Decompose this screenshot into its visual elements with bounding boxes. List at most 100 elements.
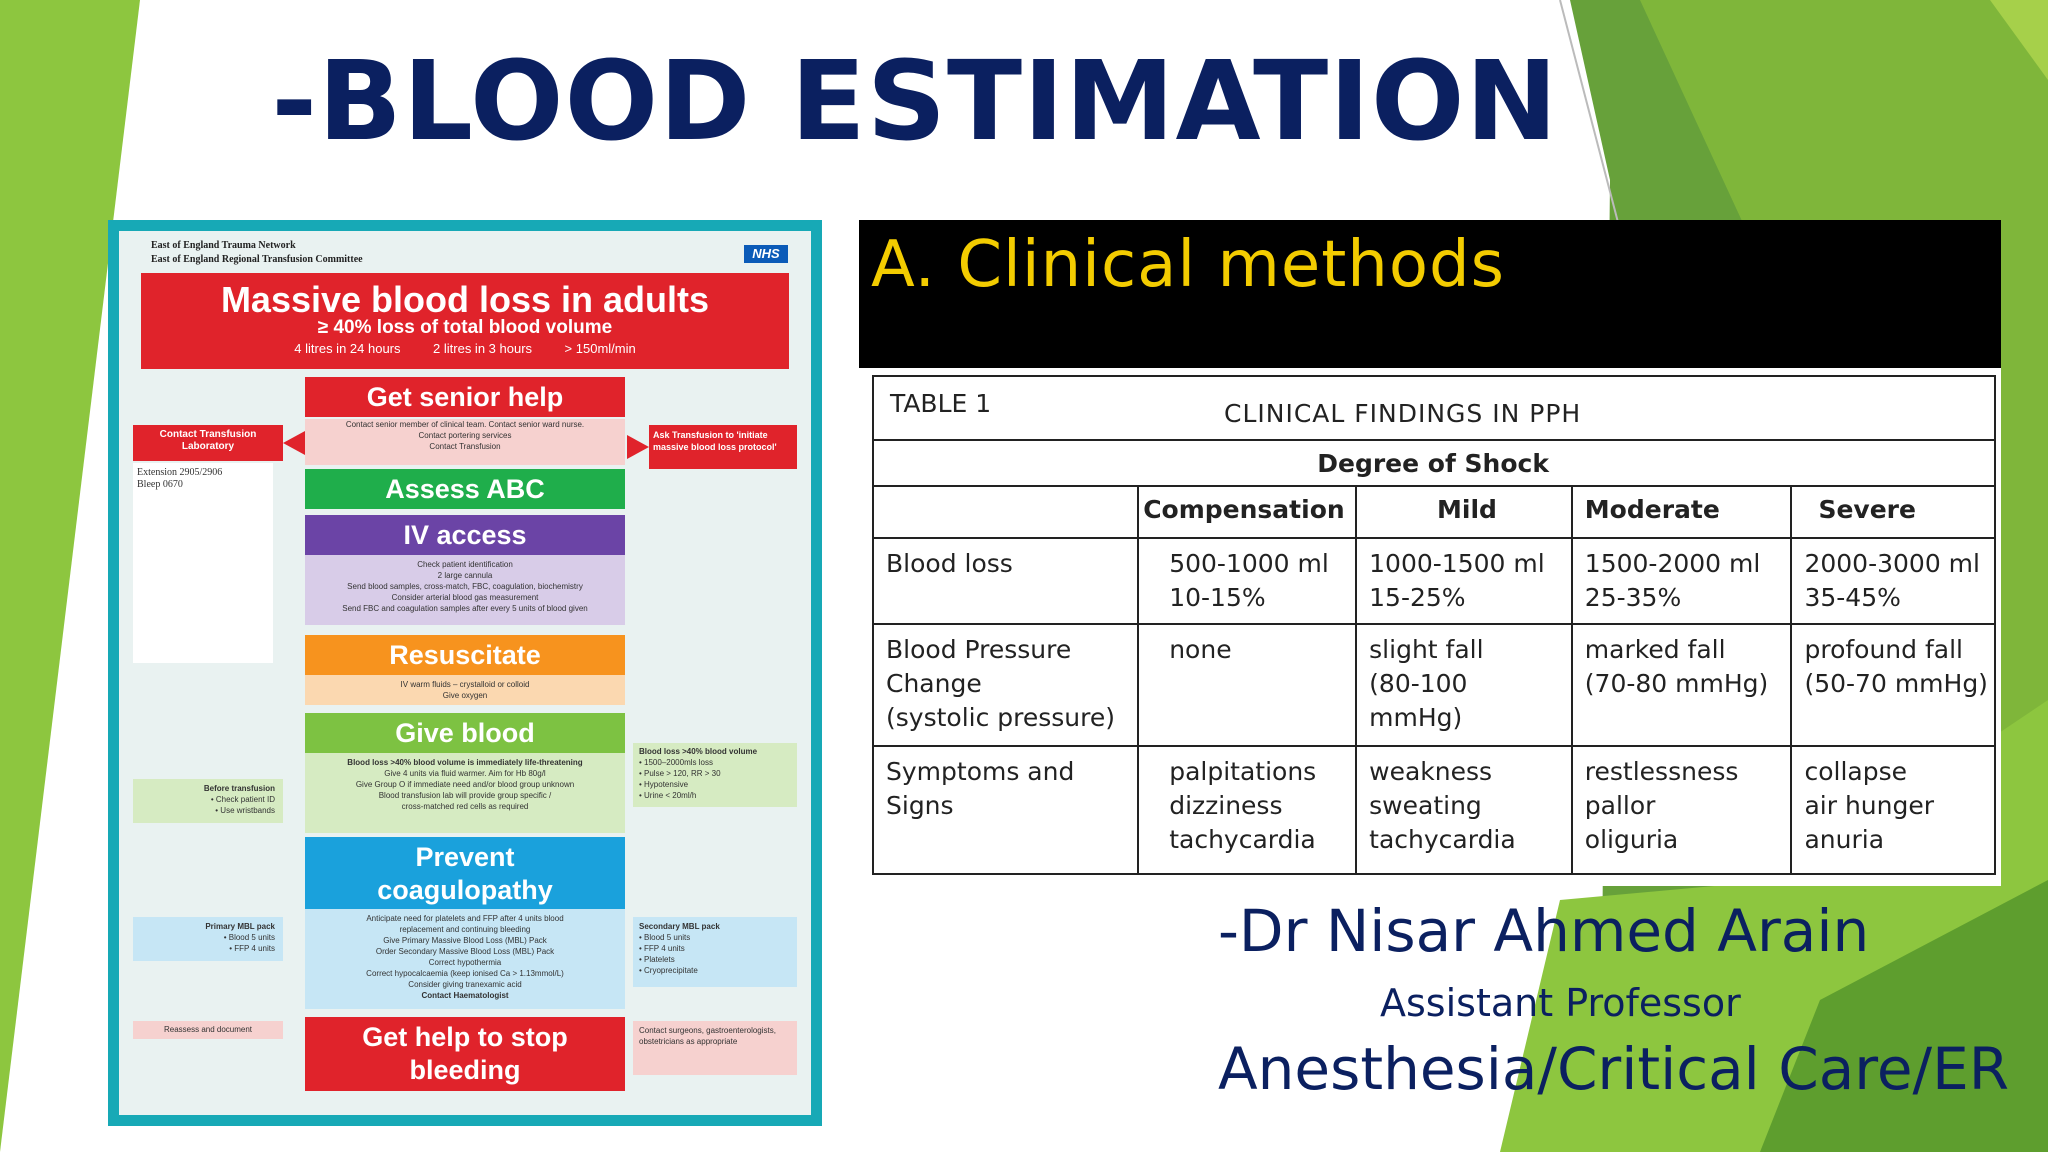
blank-cell <box>871 439 1139 487</box>
poster-header-line1: East of England Trauma Network <box>151 240 296 251</box>
row-label-line: (systolic pressure) <box>886 703 1116 732</box>
nhs-logo: NHS <box>744 245 788 263</box>
table-cell: profound fall (50-70 mmHg) <box>1790 623 1996 747</box>
gb-note1: Blood loss >40% blood volume is immediat… <box>347 758 583 767</box>
primary-1: • Blood 5 units <box>223 933 275 942</box>
cell-line: none <box>1169 635 1232 664</box>
cell-line: 35-45% <box>1804 583 1901 612</box>
poster-main-rates: 4 litres in 24 hours 2 litres in 3 hours… <box>141 341 789 356</box>
table-title-cell: TABLE 1 CLINICAL FINDINGS IN PPH <box>872 375 1996 441</box>
gb-note5: cross-matched red cells as required <box>401 802 529 811</box>
cell-line: weakness <box>1369 757 1493 786</box>
pc-note6: Correct hypocalcaemia (keep ionised Ca >… <box>366 969 564 978</box>
table-label: TABLE 1 <box>890 389 992 418</box>
author-role: Assistant Professor <box>1380 981 1741 1025</box>
poster-main-subtitle: ≥ 40% loss of total blood volume <box>317 317 613 338</box>
extension-panel: Extension 2905/2906 Bleep 0670 <box>133 463 273 663</box>
prevent-line2: coagulopathy <box>377 875 553 905</box>
cell-line: profound fall <box>1804 635 1963 664</box>
cell-line: 25-35% <box>1584 583 1682 612</box>
table-cell: none <box>1137 623 1358 747</box>
clinical-methods-header: A. Clinical methods <box>859 220 2001 368</box>
cell-line: air hunger <box>1804 791 1935 820</box>
blank-header-cell <box>871 485 1140 539</box>
before-transfusion-box: Before transfusion • Check patient ID • … <box>133 779 283 823</box>
table-cell: restlessness pallor oliguria <box>1570 745 1793 875</box>
massive-blood-loss-poster: East of England Trauma Network East of E… <box>108 220 822 1126</box>
table-cell: palpitations dizziness tachycardia <box>1137 745 1358 875</box>
contact-lab-box: Contact Transfusion Laboratory <box>133 425 283 461</box>
bl40-4: • Urine < 20ml/h <box>639 791 697 800</box>
arrow-left-icon <box>283 431 305 455</box>
bl40-title: Blood loss >40% blood volume <box>639 747 758 756</box>
resuscitate-notes: IV warm fluids – crystalloid or colloid … <box>305 675 625 705</box>
cell-line: 10-15% <box>1169 583 1266 612</box>
step-assess-abc: Assess ABC <box>305 469 625 509</box>
pc-note3: Give Primary Massive Blood Loss (MBL) Pa… <box>383 936 547 945</box>
contact-surgeons-box: Contact surgeons, gastroenterologists, o… <box>633 1021 797 1075</box>
cell-line: 1500-2000 ml <box>1584 549 1761 578</box>
cell-line: (50-70 mmHg) <box>1804 669 1988 698</box>
cell-line: dizziness <box>1169 791 1283 820</box>
secondary-4: • Cryoprecipitate <box>639 966 698 975</box>
cell-line: sweating <box>1369 791 1482 820</box>
gb-note2: Give 4 units via fluid warmer. Aim for H… <box>384 769 546 778</box>
poster-header-line2: East of England Regional Transfusion Com… <box>151 254 363 265</box>
cell-line: tachycardia <box>1369 825 1516 854</box>
senior-help-notes: Contact senior member of clinical team. … <box>305 419 625 465</box>
row-label: Blood Pressure Change (systolic pressure) <box>871 623 1140 747</box>
cell-line: (80-100 mmHg) <box>1369 669 1468 732</box>
step-give-blood: Give blood <box>305 713 625 753</box>
secondary-1: • Blood 5 units <box>639 933 691 942</box>
secondary-2: • FFP 4 units <box>639 944 685 953</box>
col-compensation: Compensation <box>1137 485 1358 539</box>
clinical-findings-panel: TABLE 1 CLINICAL FINDINGS IN PPH Degree … <box>859 368 2001 886</box>
table-cell: 1000-1500 ml 15-25% <box>1355 537 1573 625</box>
step-stop-bleeding: Get help to stop bleeding <box>305 1017 625 1091</box>
resus-note2: Give oxygen <box>442 691 488 700</box>
iv-note4: Consider arterial blood gas measurement <box>391 593 539 602</box>
primary-mbl-title: Primary MBL pack <box>205 922 275 931</box>
col-severe: Severe <box>1790 485 1996 539</box>
poster-main-banner: Massive blood loss in adults ≥ 40% loss … <box>141 273 789 369</box>
degree-of-shock: Degree of Shock <box>1138 439 1996 487</box>
before-t1: • Check patient ID <box>210 795 275 804</box>
gb-note3: Give Group O if immediate need and/or bl… <box>355 780 575 789</box>
senior-note1: Contact senior member of clinical team. … <box>345 420 585 429</box>
author-department: Anesthesia/Critical Care/ER <box>1218 1035 2010 1103</box>
give-blood-notes: Blood loss >40% blood volume is immediat… <box>305 753 625 833</box>
cell-line: tachycardia <box>1169 825 1316 854</box>
table-cell: 1500-2000 ml 25-35% <box>1570 537 1793 625</box>
stop-line2: bleeding <box>409 1055 521 1085</box>
cell-line: oliguria <box>1584 825 1679 854</box>
cell-line: palpitations <box>1169 757 1317 786</box>
secondary-mbl-box: Secondary MBL pack • Blood 5 units • FFP… <box>633 917 797 987</box>
cell-line: anuria <box>1804 825 1885 854</box>
pc-note1: Anticipate need for platelets and FFP af… <box>366 914 564 923</box>
primary-mbl-box: Primary MBL pack • Blood 5 units • FFP 4… <box>133 917 283 961</box>
senior-note3: Contact Transfusion <box>429 442 501 451</box>
iv-note3: Send blood samples, cross-match, FBC, co… <box>347 582 583 591</box>
row-label-line: Blood Pressure <box>886 635 1072 664</box>
bl40-2: • Pulse > 120, RR > 30 <box>639 769 721 778</box>
rate-24h: 4 litres in 24 hours <box>294 341 401 356</box>
iv-access-notes: Check patient identification 2 large can… <box>305 555 625 625</box>
cell-line: marked fall <box>1584 635 1726 664</box>
rate-3h: 2 litres in 3 hours <box>433 341 533 356</box>
resus-note1: IV warm fluids – crystalloid or colloid <box>400 680 530 689</box>
arrow-right-icon <box>627 435 649 459</box>
cell-line: 2000-3000 ml <box>1804 549 1980 578</box>
before-t2: • Use wristbands <box>215 806 275 815</box>
row-label: Symptoms and Signs <box>871 745 1140 875</box>
step-iv-access: IV access <box>305 515 625 555</box>
row-label: Blood loss <box>871 537 1140 625</box>
ask-transfusion-box: Ask Transfusion to 'initiate massive blo… <box>649 425 797 469</box>
pc-note7: Consider giving tranexamic acid <box>408 980 522 989</box>
table-cell: slight fall (80-100 mmHg) <box>1355 623 1573 747</box>
cell-line: collapse <box>1804 757 1907 786</box>
iv-note2: 2 large cannula <box>437 571 493 580</box>
extension-text: Extension 2905/2906 <box>137 467 223 478</box>
stop-line1: Get help to stop <box>362 1022 568 1052</box>
step-resuscitate: Resuscitate <box>305 635 625 675</box>
author-name: -Dr Nisar Ahmed Arain <box>1218 897 1870 965</box>
